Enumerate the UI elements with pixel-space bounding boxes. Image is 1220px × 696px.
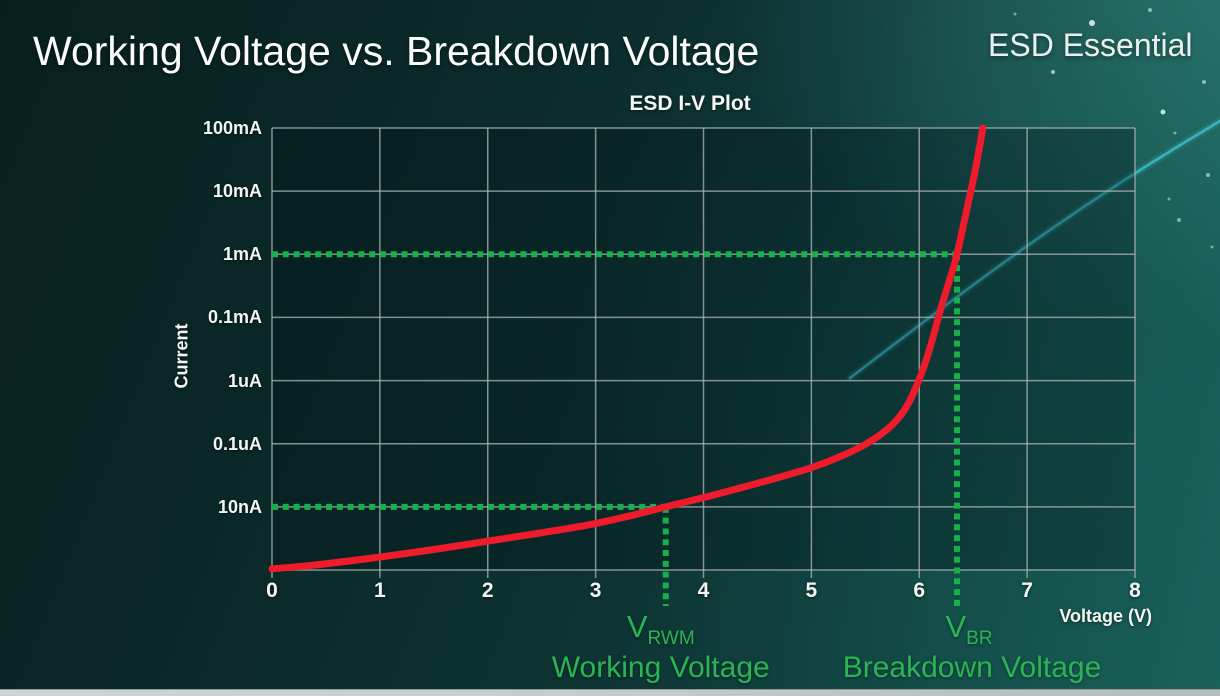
video-bottom-bar [0, 689, 1220, 696]
star-dot [1202, 80, 1206, 84]
y-tick-label: 100mA [202, 118, 262, 138]
vbr-subscript: BR [966, 628, 993, 649]
annotation-vbr-symbol: VBR [945, 609, 992, 649]
x-tick-label: 4 [697, 579, 710, 602]
guide-lines [272, 503, 669, 606]
y-tick-label: 1mA [222, 244, 262, 265]
star-dot [1177, 218, 1181, 222]
guide-lines [272, 251, 961, 606]
y-tick-label: 1uA [227, 370, 262, 391]
x-tick-label: 7 [1021, 579, 1033, 602]
star-dot [1121, 45, 1125, 49]
y-axis-label: Current [171, 323, 192, 389]
star-dot [1013, 12, 1017, 16]
star-dot [1051, 70, 1055, 74]
x-tick-label: 1 [374, 579, 386, 602]
star-dot [1167, 197, 1171, 201]
swoosh-line [848, 119, 1220, 380]
chart-title: ESD I-V Plot [629, 92, 751, 115]
annotation-vrwm-symbol: VRWM [626, 609, 695, 649]
x-tick-label: 6 [913, 579, 926, 602]
y-tick-label: 0.1mA [207, 307, 262, 328]
vrwm-v: V [626, 609, 648, 644]
star-dot [1206, 173, 1210, 177]
brand-watermark: ESD Essential [988, 27, 1193, 63]
star-dot [1089, 20, 1095, 26]
x-tick-label: 5 [805, 579, 818, 602]
vrwm-subscript: RWM [647, 628, 695, 649]
x-tick-label: 0 [266, 579, 278, 602]
annotation-breakdown-voltage: Breakdown Voltage [842, 651, 1102, 684]
x-tick-label: 3 [589, 579, 602, 602]
grid [271, 127, 1136, 578]
y-tick-label: 0.1uA [212, 433, 262, 454]
page-title: Working Voltage vs. Breakdown Voltage [33, 28, 760, 74]
x-tick-label: 8 [1129, 579, 1141, 602]
x-tick-label: 2 [481, 579, 494, 602]
annotation-working-voltage: Working Voltage [551, 651, 770, 684]
iv-curve [268, 124, 987, 573]
y-tick-label: 10mA [212, 181, 262, 202]
vbr-v: V [945, 609, 967, 644]
star-dot [1160, 109, 1166, 115]
x-axis-label: Voltage (V) [1059, 606, 1152, 626]
star-dot [1210, 245, 1214, 249]
star-dot [1148, 8, 1152, 12]
y-tick-label: 10nA [217, 496, 262, 517]
star-dot [1173, 131, 1177, 135]
